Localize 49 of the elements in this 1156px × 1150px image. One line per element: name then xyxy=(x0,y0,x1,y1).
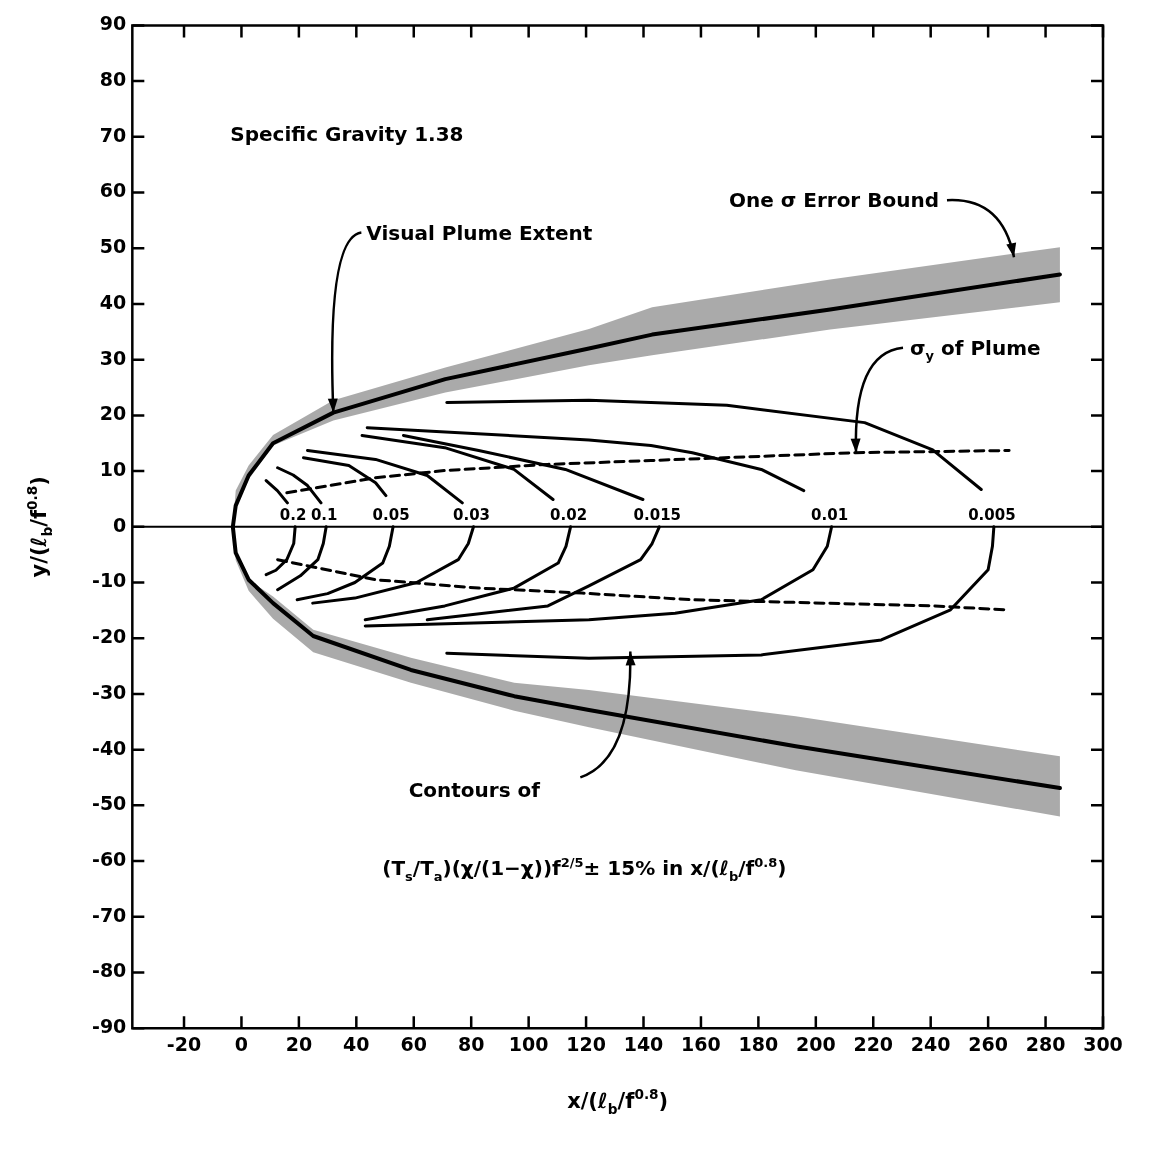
x-tick-label: 260 xyxy=(968,1032,1008,1055)
x-tick-label: -20 xyxy=(166,1032,202,1055)
x-tick-label: 100 xyxy=(508,1032,549,1055)
y-tick-label: 10 xyxy=(99,458,127,481)
annotation: Specific Gravity 1.38 xyxy=(230,122,464,147)
x-tick-label: 0 xyxy=(234,1032,249,1055)
x-tick-label: 300 xyxy=(1083,1032,1123,1055)
series-label: 0.1 xyxy=(310,505,338,524)
x-tick-label: 40 xyxy=(343,1032,370,1055)
y-tick-label: 0 xyxy=(113,513,127,536)
series-label: 0.2 xyxy=(279,505,307,524)
y-tick-label: 80 xyxy=(99,68,127,91)
series-label: 0.015 xyxy=(633,505,682,524)
y-tick-label: -60 xyxy=(92,848,127,870)
y-tick-label: 70 xyxy=(99,123,127,146)
series-label: 0.01 xyxy=(811,505,849,524)
series-label: 0.05 xyxy=(372,505,410,524)
y-tick-label: 90 xyxy=(99,12,127,35)
y-tick-label: 50 xyxy=(99,235,127,258)
y-tick-label: 60 xyxy=(99,179,127,202)
series-label: 0.02 xyxy=(550,505,588,524)
y-tick-label: -40 xyxy=(92,736,127,759)
y-tick-label: -30 xyxy=(92,680,127,703)
y-tick-label: -50 xyxy=(92,792,127,815)
y-tick-label: -90 xyxy=(92,1015,127,1038)
series-label: 0.005 xyxy=(968,505,1016,524)
x-tick-label: 180 xyxy=(738,1032,779,1055)
y-tick-label: 40 xyxy=(99,290,127,313)
x-tick-label: 200 xyxy=(795,1032,836,1055)
annotation: Visual Plume Extent xyxy=(366,220,593,245)
x-tick-label: 220 xyxy=(853,1032,894,1055)
y-tick-label: -70 xyxy=(92,903,127,926)
x-tick-label: 240 xyxy=(910,1032,951,1055)
x-tick-label: 280 xyxy=(1025,1032,1066,1055)
annotation: Contours of xyxy=(408,778,541,803)
y-tick-label: -10 xyxy=(92,569,127,592)
x-tick-label: 140 xyxy=(623,1032,664,1055)
y-axis-title: y/(ℓb/f0.8) xyxy=(24,476,55,578)
y-tick-label: -80 xyxy=(92,959,127,982)
x-tick-label: 20 xyxy=(285,1032,313,1055)
y-tick-label: 30 xyxy=(99,346,127,369)
annotation: One σ Error Bound xyxy=(728,188,939,213)
x-tick-label: 120 xyxy=(566,1032,606,1055)
x-tick-label: 60 xyxy=(400,1032,427,1055)
series-label: 0.03 xyxy=(452,505,491,524)
y-tick-label: -20 xyxy=(92,625,127,648)
x-tick-label: 80 xyxy=(457,1032,485,1055)
x-tick-label: 160 xyxy=(681,1032,721,1055)
y-tick-label: 20 xyxy=(99,402,127,425)
